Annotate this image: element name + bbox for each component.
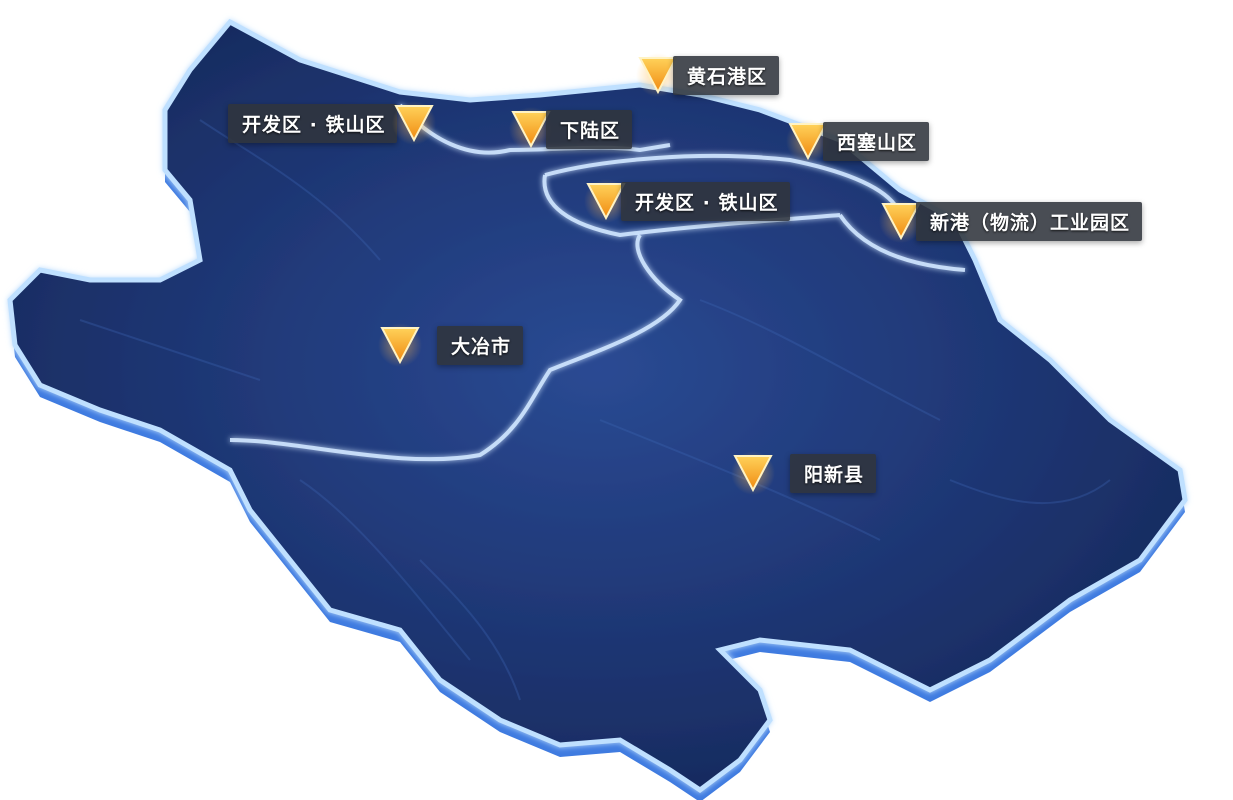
marker-label: 开发区 · 铁山区 <box>621 181 791 221</box>
location-triangle-icon <box>584 179 628 223</box>
marker-label: 开发区 · 铁山区 <box>228 103 398 143</box>
location-triangle-icon <box>879 199 923 243</box>
marker-label: 下陆区 <box>546 109 633 149</box>
location-triangle-icon <box>509 107 553 151</box>
location-triangle-icon <box>731 451 775 495</box>
marker-daye[interactable]: 大冶市 <box>377 322 524 368</box>
marker-huangshigang[interactable]: 黄石港区 <box>635 52 780 98</box>
location-triangle-icon <box>392 101 437 145</box>
map-texture <box>79 119 1111 701</box>
marker-xialu[interactable]: 下陆区 <box>508 106 633 152</box>
marker-label: 阳新县 <box>790 453 877 493</box>
location-triangle-icon <box>378 323 422 367</box>
marker-label: 大冶市 <box>437 325 524 365</box>
marker-yangxin[interactable]: 阳新县 <box>730 450 877 496</box>
location-triangle-icon <box>786 119 830 163</box>
marker-kfq-tsq-center[interactable]: 开发区 · 铁山区 <box>583 178 791 224</box>
marker-kfq-tsq-west[interactable]: 开发区 · 铁山区 <box>228 100 437 146</box>
marker-label: 西塞山区 <box>823 121 930 161</box>
marker-xisaishan[interactable]: 西塞山区 <box>785 118 930 164</box>
marker-label: 黄石港区 <box>673 55 780 95</box>
location-triangle-icon <box>636 53 680 97</box>
marker-label: 新港（物流）工业园区 <box>916 201 1143 241</box>
marker-xingang[interactable]: 新港（物流）工业园区 <box>878 198 1143 244</box>
